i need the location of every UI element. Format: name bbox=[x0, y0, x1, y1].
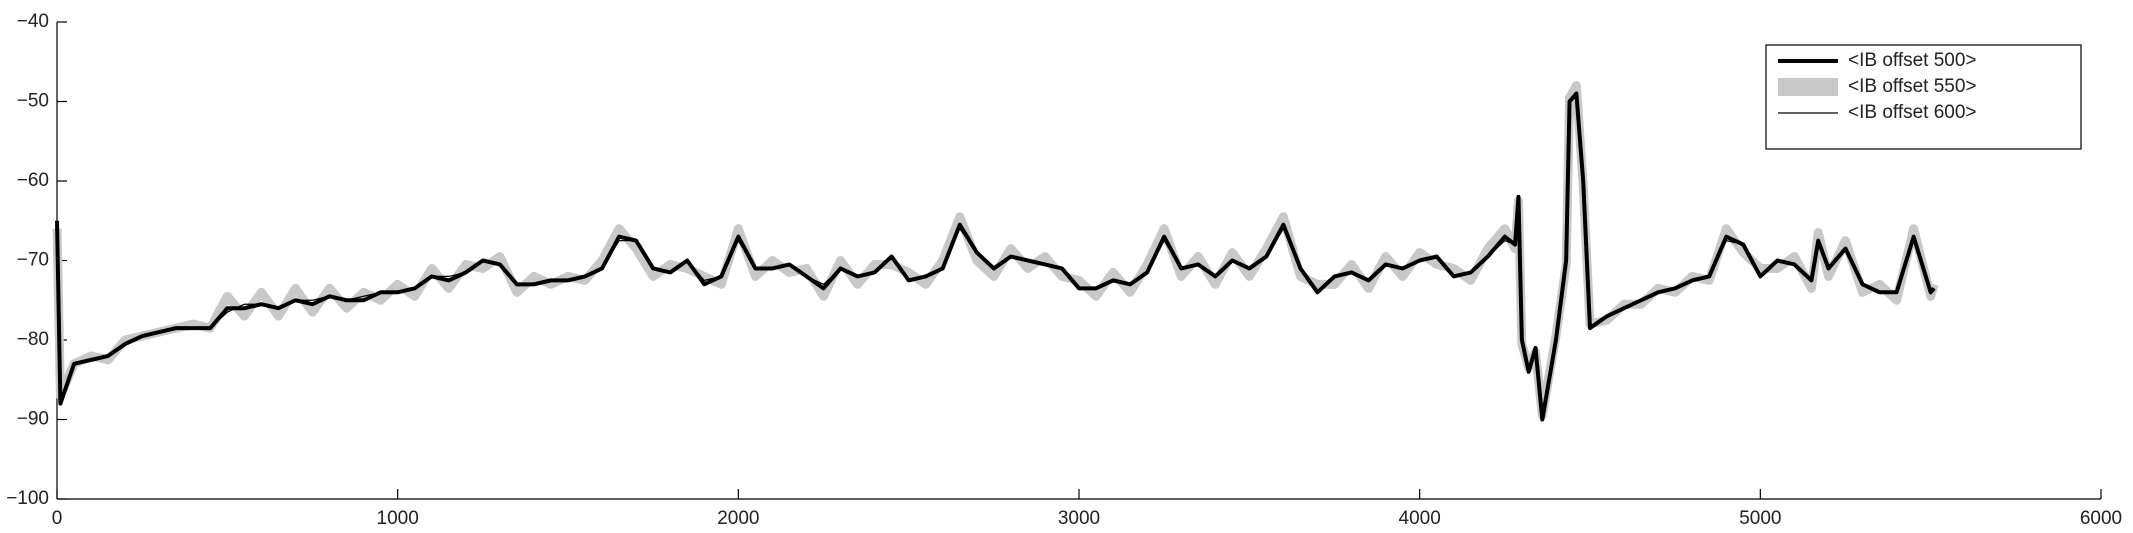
x-tick-label: 3000 bbox=[1058, 508, 1100, 529]
y-tick-label: −60 bbox=[17, 170, 49, 191]
legend-label: <IB offset 550> bbox=[1848, 76, 1977, 97]
x-tick-label: 2000 bbox=[717, 508, 759, 529]
series-line bbox=[52, 81, 1939, 421]
legend-label: <IB offset 600> bbox=[1848, 102, 1977, 123]
series-line bbox=[56, 92, 1935, 421]
x-tick-label: 4000 bbox=[1399, 508, 1441, 529]
x-tick-label: 6000 bbox=[2080, 508, 2122, 529]
x-tick-label: 0 bbox=[52, 508, 63, 529]
y-tick-label: −40 bbox=[17, 11, 49, 32]
x-tick-label: 1000 bbox=[377, 508, 419, 529]
y-tick-label: −70 bbox=[17, 250, 49, 271]
series-line bbox=[55, 91, 1936, 422]
y-tick-label: −50 bbox=[17, 91, 49, 112]
y-tick-label: −100 bbox=[6, 488, 49, 509]
y-tick-label: −90 bbox=[17, 409, 49, 430]
legend-label: <IB offset 500> bbox=[1848, 50, 1977, 71]
x-tick-label: 5000 bbox=[1739, 508, 1781, 529]
y-tick-label: −80 bbox=[17, 329, 49, 350]
